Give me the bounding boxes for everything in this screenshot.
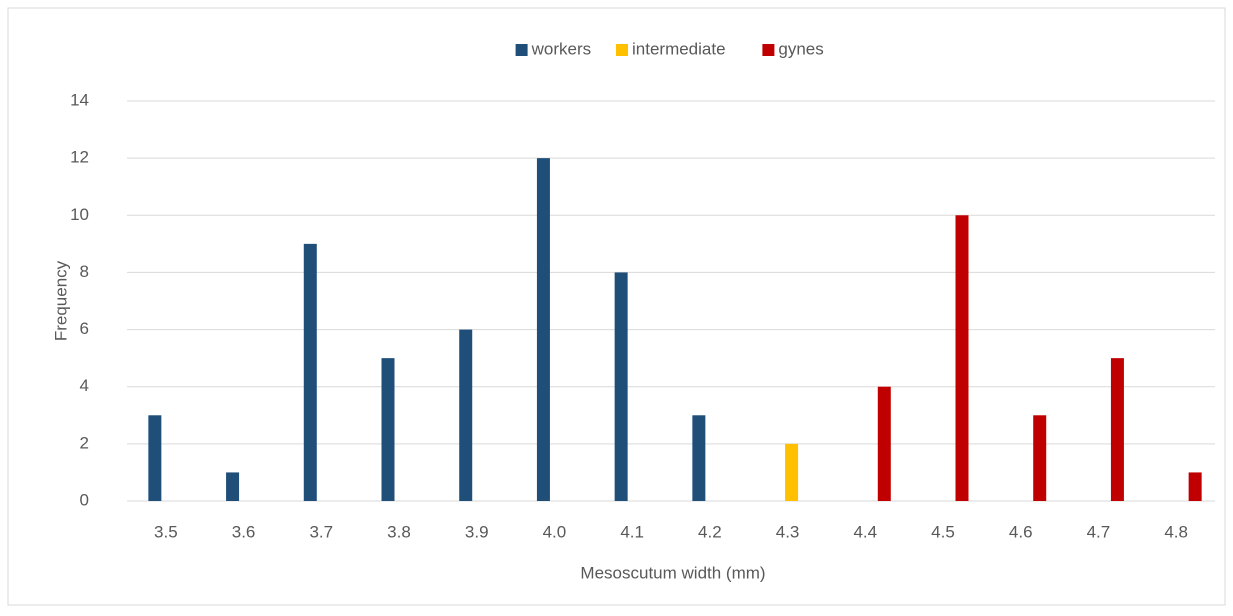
x-tick-label: 4.6 <box>1009 522 1033 541</box>
legend-swatch <box>616 44 628 56</box>
x-tick-label: 4.3 <box>776 522 800 541</box>
x-tick-label: 3.7 <box>309 522 333 541</box>
x-tick-label: 3.6 <box>232 522 256 541</box>
y-tick-label: 4 <box>80 376 89 395</box>
y-tick-label: 8 <box>80 262 89 281</box>
legend-label: workers <box>531 39 592 58</box>
bar <box>1188 472 1202 501</box>
bar <box>148 415 162 501</box>
bar <box>1110 358 1124 501</box>
x-tick-label: 3.8 <box>387 522 411 541</box>
x-tick-label: 4.8 <box>1164 522 1188 541</box>
x-tick-label: 4.2 <box>698 522 722 541</box>
x-tick-label: 4.1 <box>620 522 644 541</box>
y-tick-label: 0 <box>80 490 89 509</box>
bar <box>226 472 240 501</box>
y-tick-label: 6 <box>80 319 89 338</box>
x-tick-label: 3.9 <box>465 522 489 541</box>
x-tick-label: 4.4 <box>853 522 877 541</box>
x-tick-label: 4.0 <box>543 522 567 541</box>
x-tick-label: 4.7 <box>1087 522 1111 541</box>
bar <box>692 415 706 501</box>
legend-swatch <box>762 44 775 56</box>
y-tick-label: 12 <box>70 148 89 167</box>
bar <box>381 358 395 501</box>
y-tick-label: 2 <box>80 433 89 452</box>
x-tick-label: 3.5 <box>154 522 178 541</box>
x-tick-label: 4.5 <box>931 522 955 541</box>
x-axis-label: Mesoscutum width (mm) <box>580 563 765 582</box>
legend-swatch <box>515 44 528 56</box>
bar <box>536 158 550 501</box>
y-axis-label: Frequency <box>51 260 70 341</box>
legend-label: gynes <box>778 39 823 58</box>
y-tick-label: 14 <box>70 90 89 109</box>
legend-label: intermediate <box>632 39 726 58</box>
y-tick-label: 10 <box>70 205 89 224</box>
bar <box>877 386 891 501</box>
bar <box>459 329 473 501</box>
bar <box>1033 415 1047 501</box>
bar <box>303 243 317 501</box>
bar <box>955 215 969 502</box>
bar <box>614 272 628 501</box>
bar <box>785 443 799 501</box>
